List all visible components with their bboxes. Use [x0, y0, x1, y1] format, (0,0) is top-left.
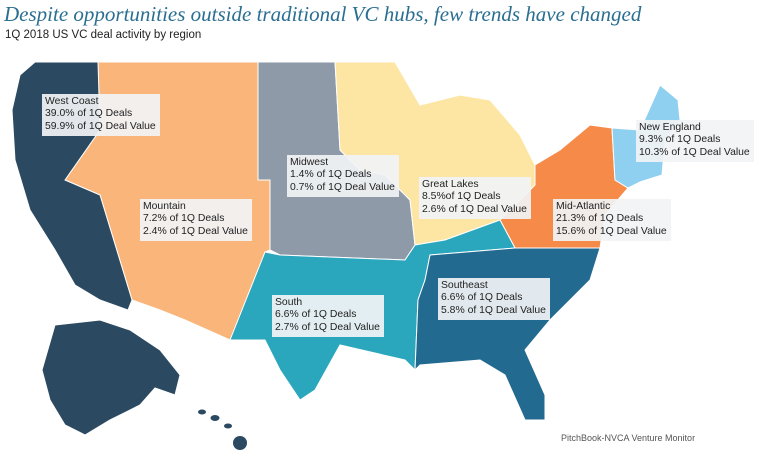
hawaii-island: [224, 423, 232, 429]
hawaii-island: [233, 436, 247, 450]
region-alaska[interactable]: [41, 319, 181, 436]
label-south: South 6.6% of 1Q Deals 2.7% of 1Q Deal V…: [272, 295, 384, 338]
label-southeast: Southeast 6.6% of 1Q Deals 5.8% of 1Q De…: [438, 278, 550, 321]
deals-share: 6.6% of 1Q Deals: [441, 292, 523, 304]
region-name: Great Lakes: [422, 179, 479, 190]
label-west-coast: West Coast 39.0% of 1Q Deals 59.9% of 1Q…: [42, 94, 160, 137]
deals-share: 7.2% of 1Q Deals: [143, 213, 225, 225]
region-name: South: [275, 297, 303, 308]
label-mountain: Mountain 7.2% of 1Q Deals 2.4% of 1Q Dea…: [140, 199, 252, 242]
region-name: New England: [639, 122, 701, 133]
deals-share: 1.4% of 1Q Deals: [290, 169, 372, 181]
hawaii-island: [198, 409, 206, 415]
value-share: 0.7% of 1Q Deal Value: [290, 181, 395, 193]
deals-share: 8.5%of 1Q Deals: [422, 191, 501, 203]
map-subtitle: 1Q 2018 US VC deal activity by region: [5, 29, 202, 41]
source-credit: PitchBook-NVCA Venture Monitor: [561, 433, 696, 443]
value-share: 5.8% of 1Q Deal Value: [441, 304, 546, 316]
region-southeast[interactable]: [414, 247, 601, 421]
region-name: Southeast: [441, 280, 488, 291]
deals-share: 39.0% of 1Q Deals: [45, 108, 133, 120]
region-name: Mid-Atlantic: [556, 201, 611, 212]
map-title: Despite opportunities outside traditiona…: [4, 2, 642, 26]
hawaii-island: [210, 415, 220, 421]
region-name: West Coast: [45, 96, 99, 107]
region-name: Mountain: [143, 201, 186, 212]
value-share: 2.7% of 1Q Deal Value: [275, 321, 380, 333]
value-share: 2.6% of 1Q Deal Value: [422, 203, 527, 215]
label-midwest: Midwest 1.4% of 1Q Deals 0.7% of 1Q Deal…: [287, 155, 399, 198]
label-new-england: New England 9.3% of 1Q Deals 10.3% of 1Q…: [636, 120, 754, 163]
value-share: 59.9% of 1Q Deal Value: [45, 120, 156, 132]
region-hawaii[interactable]: [198, 409, 247, 451]
value-share: 15.6% of 1Q Deal Value: [556, 225, 667, 237]
label-mid-atlantic: Mid-Atlantic 21.3% of 1Q Deals 15.6% of …: [553, 199, 671, 242]
deals-share: 9.3% of 1Q Deals: [639, 134, 721, 146]
value-share: 2.4% of 1Q Deal Value: [143, 225, 248, 237]
deals-share: 6.6% of 1Q Deals: [275, 309, 357, 321]
label-great-lakes: Great Lakes 8.5%of 1Q Deals 2.6% of 1Q D…: [419, 177, 531, 220]
region-name: Midwest: [290, 157, 329, 168]
deals-share: 21.3% of 1Q Deals: [556, 213, 644, 225]
value-share: 10.3% of 1Q Deal Value: [639, 146, 750, 158]
